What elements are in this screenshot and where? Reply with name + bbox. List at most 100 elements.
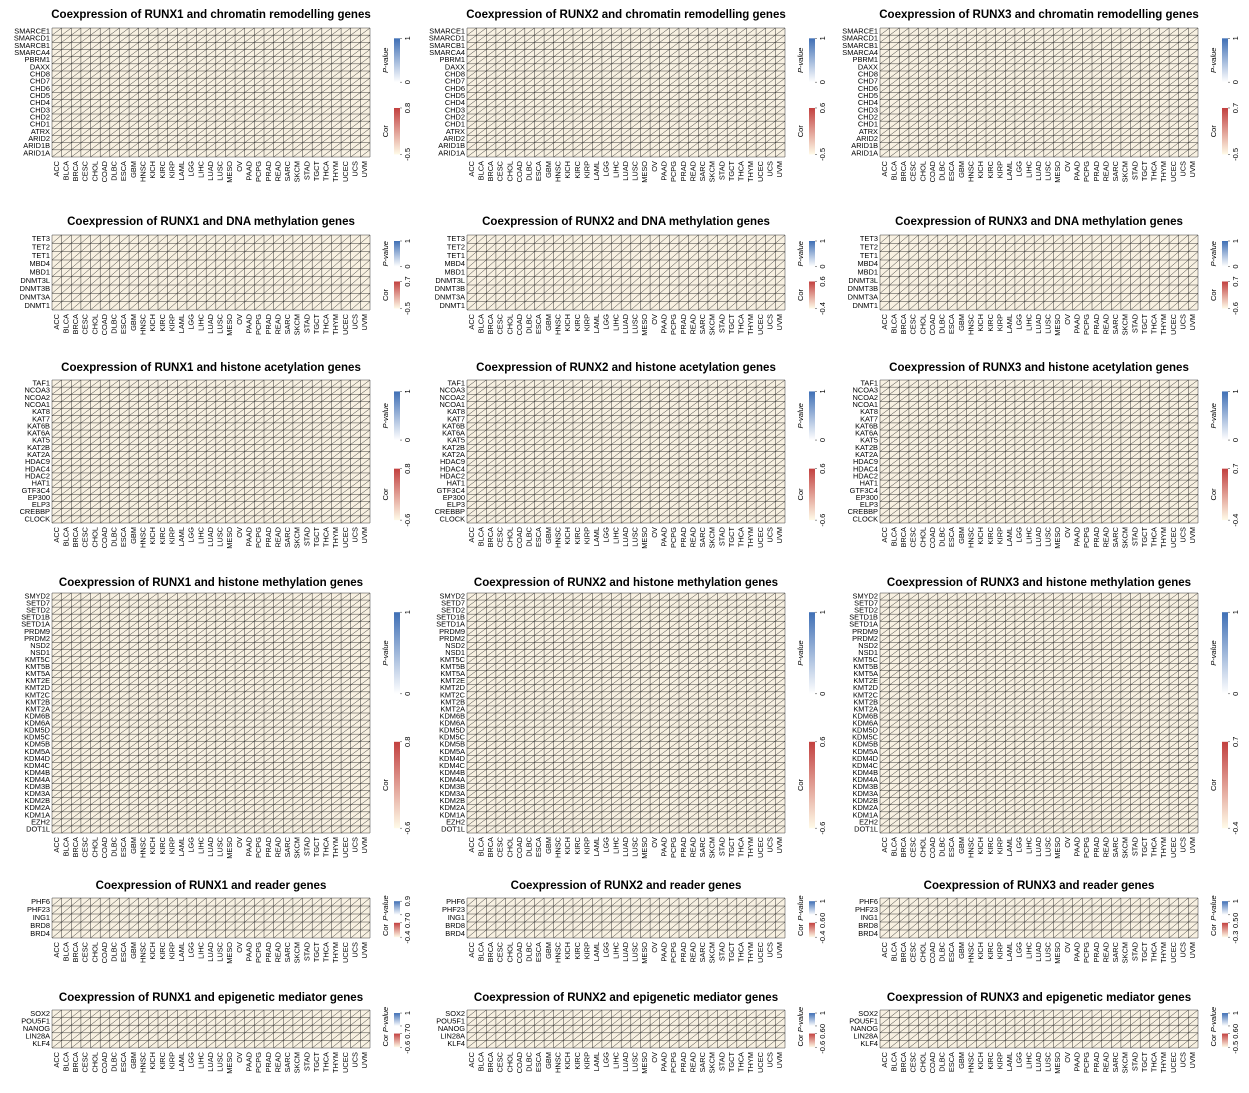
cancer-label: KIRP [995,161,1004,178]
cancer-label: OV [235,314,244,325]
gene-label: SMARCE1 [429,27,465,36]
cancer-label: LUSC [216,1051,225,1071]
cancer-label: BLCA [476,314,485,333]
gene-label: KMT2A [853,704,878,713]
cancer-label: BLCA [889,1052,898,1071]
legend-tick-label: 0.7 [1231,737,1240,747]
pvalue-colorbar [809,391,815,441]
gene-label: KAT7 [32,414,50,423]
cor-legend-title: Cor [381,923,390,936]
cancer-label: OV [650,837,659,848]
cancer-label: HNSC [553,526,562,548]
gene-label: SETD1A [849,620,878,629]
cancer-label: ESCA [947,1052,956,1072]
gene-label: KLF4 [32,1039,50,1048]
cancer-label: READ [273,527,282,548]
cancer-label: KICH [976,527,985,545]
gene-label: CHD1 [445,120,465,129]
gene-label: POU5F1 [21,1016,50,1025]
pvalue-legend-title: P-value [796,403,805,428]
gene-label: CHD8 [445,70,465,79]
cancer-label: HNSC [553,160,562,182]
cancer-label: KICH [976,161,985,179]
gene-label: CHD5 [445,91,465,100]
pvalue-legend-title: P-value [381,895,390,920]
cancer-label: CESC [81,526,90,547]
cancer-label: PCPG [254,527,263,548]
cancer-label: ESCA [119,837,128,857]
gene-label: SETD7 [26,599,50,608]
cancer-label: PRAD [1092,942,1101,963]
cancer-label: CESC [496,313,505,334]
heatmap-grid [879,1009,1199,1049]
cancer-label: UVM [775,161,784,177]
cancer-label: KIRP [995,1052,1004,1069]
cancer-label: BRCA [486,527,495,548]
cancer-label: MESO [225,527,234,549]
legend-tick-label: -0.5 [1231,148,1240,161]
cancer-label: PCPG [254,837,263,858]
pvalue-colorbar [809,1013,815,1026]
legend-tick-label: 0.6 [818,103,827,113]
pvalue-colorbar [1222,241,1228,267]
heatmap-grid [879,379,1199,524]
legend-tick-label: 0.8 [403,103,412,113]
cancer-label: THCA [322,837,331,857]
gene-label: HDAC4 [853,464,878,473]
legend-tick-label: 0 [818,1024,827,1028]
gene-label: DNMT3B [848,284,878,293]
heatmap-grid [466,234,786,311]
legend-tick-label: 0 [403,264,412,268]
cancer-label: KIRP [995,942,1004,959]
gene-label: ATRX [31,127,50,136]
cancer-label: SKCM [1121,527,1130,548]
cancer-label: GBM [544,527,553,544]
cancer-label: COAD [515,837,524,858]
cancer-label: SARC [1111,941,1120,962]
gene-label: KDM5B [25,740,51,749]
cancer-label: PAAD [1072,161,1081,181]
pvalue-colorbar [809,241,815,267]
cancer-label: PRAD [679,942,688,963]
cancer-label: KICH [563,314,572,332]
cancer-label: ESCA [534,1052,543,1072]
gene-label: SETD1B [21,613,50,622]
legend-tick-label: -0.4 [1231,514,1240,527]
cancer-label: READ [1101,837,1110,858]
gene-label: CHD1 [30,120,50,129]
gene-label: CLOCK [25,514,51,523]
cancer-label: THYM [331,1052,340,1073]
cancer-label: OV [1063,942,1072,953]
cancer-label: TGCT [727,942,736,963]
heatmap-grid [879,234,1199,311]
cancer-label: COAD [928,161,937,182]
cancer-label: THYM [331,161,340,182]
cancer-label: LUSC [1044,160,1053,180]
cor-colorbar [809,1033,815,1048]
cancer-label: READ [688,942,697,963]
cancer-label: TGCT [727,1052,736,1073]
gene-label: TET2 [860,242,878,251]
cancer-label: UCS [765,527,774,543]
cancer-label: LUSC [1044,313,1053,333]
gene-label: DNMT3L [848,276,878,285]
legend-tick-label: -0.6 [1231,302,1240,315]
cancer-label: CHOL [90,161,99,182]
cor-colorbar [809,922,815,938]
cancer-label: SKCM [708,314,717,335]
legend-tick-label: 0.7 [1231,463,1240,473]
gene-label: ARID1B [23,141,50,150]
legend-tick-label: 1 [403,1011,412,1015]
cancer-label: LUSC [216,160,225,180]
cancer-label: UCS [350,942,359,958]
pvalue-colorbar [809,901,815,915]
gene-label: EP300 [443,493,465,502]
cancer-label: LAML [1005,161,1014,180]
cancer-label: BLCA [476,942,485,961]
legend-tick-label: 0.6 [818,463,827,473]
gene-label: KDM4B [25,768,51,777]
cancer-label: CHOL [918,314,927,335]
cancer-label: BLCA [61,527,70,546]
gene-label: SMARCD1 [842,34,878,43]
